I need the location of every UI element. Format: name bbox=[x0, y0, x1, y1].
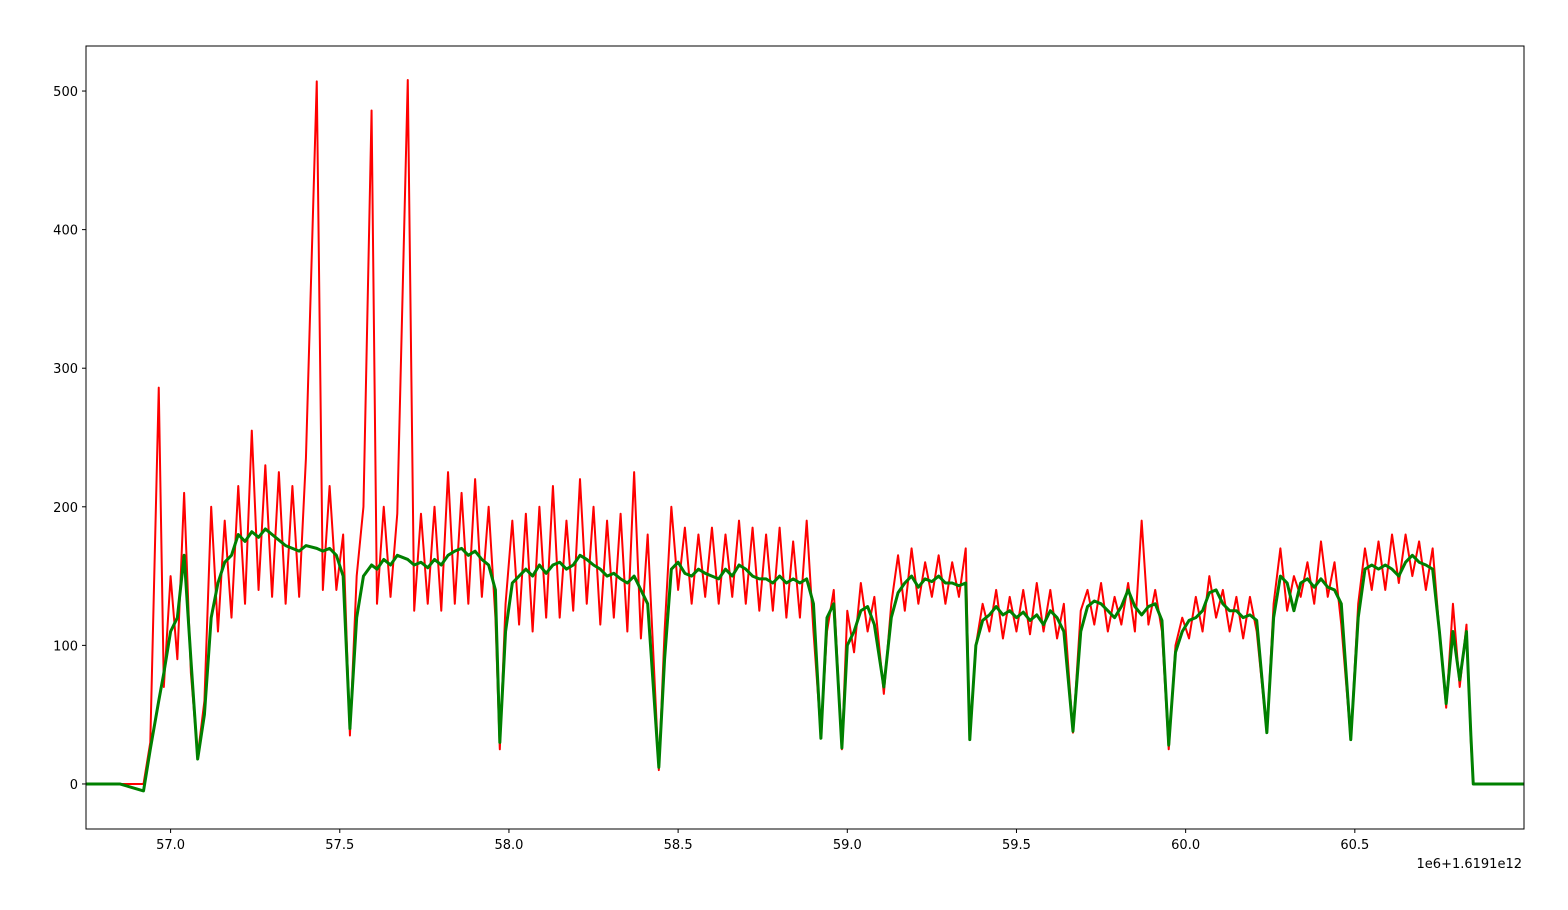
x-tick-label: 57.0 bbox=[156, 838, 185, 853]
x-tick-label: 57.5 bbox=[325, 838, 354, 853]
y-tick-label: 200 bbox=[53, 501, 78, 516]
x-tick-label: 59.5 bbox=[1002, 838, 1031, 853]
y-tick-label: 300 bbox=[53, 362, 78, 377]
y-tick-label: 400 bbox=[53, 224, 78, 239]
plot-area bbox=[86, 78, 1524, 793]
x-tick-label: 59.0 bbox=[833, 838, 862, 853]
line-series bbox=[86, 527, 1524, 793]
x-tick-label: 58.0 bbox=[494, 838, 523, 853]
y-tick-label: 100 bbox=[53, 639, 78, 654]
x-offset-label: 1e6+1.6191e12 bbox=[1417, 857, 1522, 872]
x-tick-label: 60.0 bbox=[1171, 838, 1200, 853]
x-tick-label: 60.5 bbox=[1340, 838, 1369, 853]
y-tick-label: 500 bbox=[53, 85, 78, 100]
axes-frame bbox=[85, 45, 1525, 830]
x-tick-label: 58.5 bbox=[664, 838, 693, 853]
y-tick-label: 0 bbox=[70, 778, 78, 793]
